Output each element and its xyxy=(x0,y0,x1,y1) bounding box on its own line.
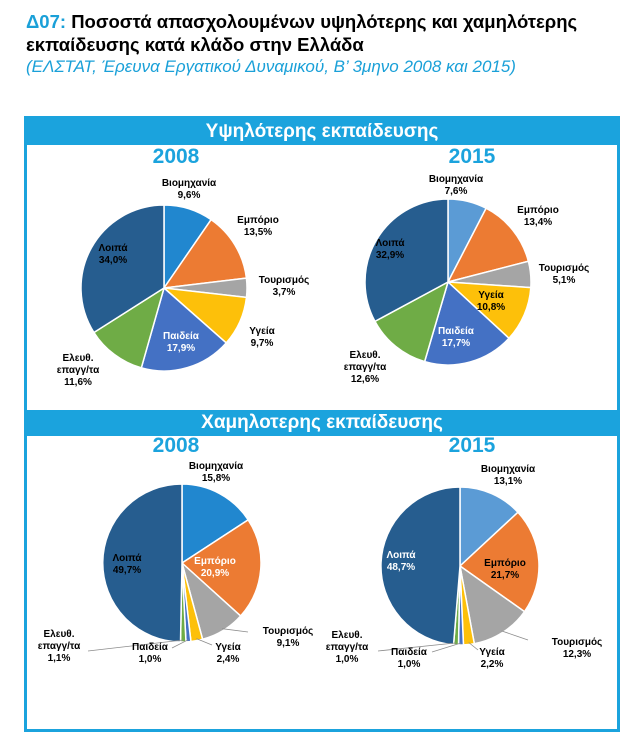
pie-slice-commerce xyxy=(162,218,248,289)
leader-line xyxy=(377,642,457,652)
pie-slice-other xyxy=(364,198,449,323)
pie-slice-commerce xyxy=(180,518,262,618)
data-label-liberal-professions: Ελευθ. επαγγ/τα 12,6% xyxy=(344,350,387,385)
pie-slice-commerce xyxy=(458,511,540,613)
pie-slice-industry xyxy=(181,483,250,565)
pie-slice-tourism xyxy=(458,564,526,645)
data-label-commerce: Εμπόριο 13,4% xyxy=(517,205,559,228)
figure-source: (ΕΛΣΤΑΤ, Έρευνα Εργατικού Δυναμικού, Β’ … xyxy=(26,57,516,76)
pie-chart-2008-lower: 2008 Βιομηχανία 15,8% Εμπόριο 20,9% Τουρισμός… xyxy=(38,434,314,665)
data-label-education: Παιδεία 1,0% xyxy=(132,642,169,665)
data-label-liberal-professions: Ελευθ. επαγγ/τα 11,6% xyxy=(57,353,100,388)
figure-title: Ποσοστά απασχολουμένων υψηλότερης και χα… xyxy=(26,11,578,55)
chart-title: 2008 xyxy=(153,434,200,457)
header: Δ07: Ποσοστά απασχολουμένων υψηλότερης κ… xyxy=(26,10,626,78)
pie-slice-other xyxy=(101,483,183,643)
pie-chart-2008-higher: 2008 Βιομηχανία 9,6% Εμπόριο 13,5% Τουρισμός 3… xyxy=(57,145,310,388)
data-label-other: Λοιπά 32,9% xyxy=(375,238,405,261)
data-label-health: Υγεία 10,8% xyxy=(477,290,505,313)
figure-code: Δ07: xyxy=(26,11,67,32)
leader-line xyxy=(468,642,479,651)
data-label-health: Υγεία 9,7% xyxy=(249,326,275,349)
pie-slice-education xyxy=(423,280,511,366)
pie-chart-2015-lower: 2015 Βιομηχανία 13,1% Εμπόριο 21,7% Τουρισμός… xyxy=(326,434,603,670)
leader-line xyxy=(171,639,189,649)
data-label-other: Λοιπά 49,7% xyxy=(112,553,142,576)
data-label-other: Λοιπά 34,0% xyxy=(98,243,128,266)
data-label-industry: Βιομηχανία 9,6% xyxy=(162,178,217,201)
pie-chart-2015-higher: 2015 Βιομηχανία 7,6% Εμπόριο 13,4% Τουρισμός 5… xyxy=(344,145,590,385)
data-label-tourism: Τουρισμός 3,7% xyxy=(259,275,310,298)
data-label-industry: Βιομηχανία 7,6% xyxy=(429,174,484,197)
data-label-industry: Βιομηχανία 13,1% xyxy=(481,464,536,487)
chart-title: 2008 xyxy=(153,145,200,168)
data-label-tourism: Τουρισμός 9,1% xyxy=(263,626,314,649)
pie-slice-other xyxy=(80,204,165,334)
page-title: Δ07: Ποσοστά απασχολουμένων υψηλότερης κ… xyxy=(26,10,626,56)
chart-frame xyxy=(24,116,620,732)
data-label-education: Παιδεία 17,9% xyxy=(163,331,200,354)
data-label-liberal-professions: Ελευθ. επαγγ/τα 1,0% xyxy=(326,630,369,665)
data-label-commerce: Εμπόριο 21,7% xyxy=(484,558,526,581)
leader-line xyxy=(196,638,213,646)
pie-slice-commerce xyxy=(446,207,530,284)
pie-slice-other xyxy=(380,486,461,646)
chart-title: 2015 xyxy=(449,434,496,457)
section-banner-higher: Υψηλότερης εκπαίδευσης xyxy=(27,119,617,145)
data-label-health: Υγεία 2,2% xyxy=(479,647,505,670)
chart-title: 2015 xyxy=(449,145,496,168)
data-label-commerce: Εμπόριο 20,9% xyxy=(194,556,236,579)
data-label-health: Υγεία 2,4% xyxy=(215,642,241,665)
data-label-liberal-professions: Ελευθ. επαγγ/τα 1,1% xyxy=(38,629,81,664)
data-label-education: Παιδεία 17,7% xyxy=(438,326,475,349)
leader-line xyxy=(431,642,462,653)
data-label-industry: Βιομηχανία 15,8% xyxy=(189,461,244,484)
data-label-other: Λοιπά 48,7% xyxy=(386,550,416,573)
leader-line xyxy=(222,628,249,633)
section-banner-lower: Χαμηλοτερης εκπαίδευσης xyxy=(27,410,617,436)
data-label-education: Παιδεία 1,0% xyxy=(391,647,428,670)
data-label-tourism: Τουρισμός 5,1% xyxy=(539,263,590,286)
leader-line xyxy=(87,639,184,652)
data-label-commerce: Εμπόριο 13,5% xyxy=(237,215,279,238)
leader-line xyxy=(501,630,529,641)
pie-slice-liberal-professions xyxy=(373,280,450,363)
pie-slice-education xyxy=(140,286,228,372)
pie-slice-industry xyxy=(459,486,519,568)
data-label-tourism: Τουρισμός 12,3% xyxy=(552,637,603,660)
